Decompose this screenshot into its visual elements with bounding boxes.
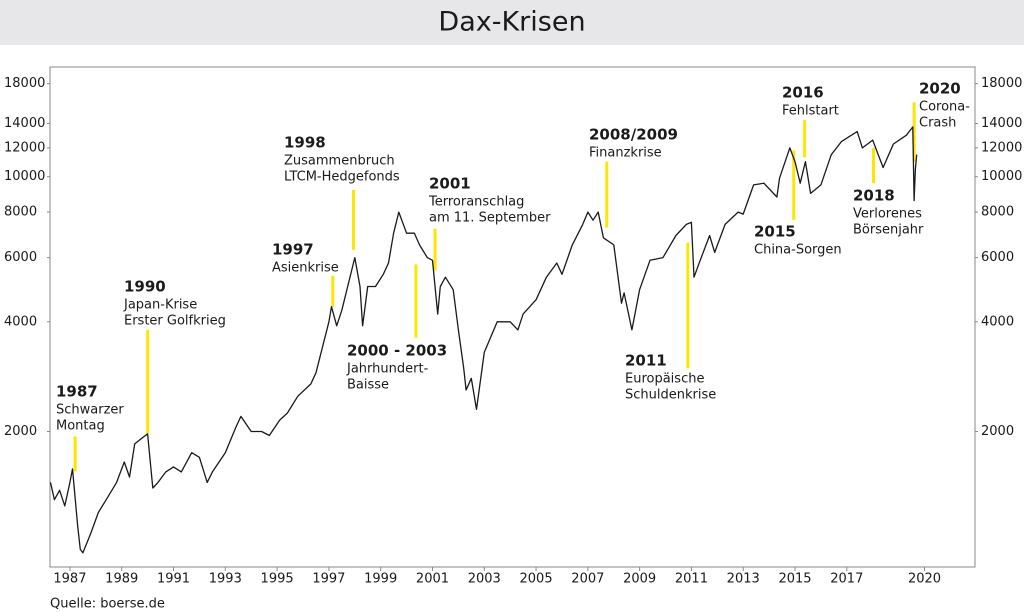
y2-tick-label: 14000: [981, 116, 1022, 131]
annotation-text: Erster Golfkrieg: [124, 314, 226, 329]
annotation-text: Verlorenes: [853, 207, 922, 222]
y2-tick-label: 6000: [981, 250, 1014, 265]
annotation-title: 1987: [56, 383, 98, 401]
annotation-text: Schuldenkrise: [625, 388, 716, 403]
y2-tick-label: 2000: [981, 424, 1014, 439]
annotation-title: 2020: [919, 80, 961, 98]
x-tick-label: 1995: [261, 572, 294, 587]
dax-line: [49, 126, 918, 554]
x-tick-label: 2005: [520, 572, 553, 587]
annotation-text: Asienkrise: [272, 261, 339, 276]
annotation-text: Baisse: [347, 378, 389, 393]
y2-tick-label: 8000: [981, 205, 1014, 220]
annotation-text: Japan-Krise: [123, 298, 197, 313]
annotation-text: Crash: [919, 116, 956, 131]
annotation-text: Börsenjahr: [853, 223, 924, 238]
y-tick-label: 2000: [4, 424, 37, 439]
annotation-title: 1997: [272, 241, 314, 259]
x-tick-label: 1997: [312, 572, 345, 587]
annotation-title: 2001: [429, 175, 471, 193]
annotation-text: Schwarzer: [56, 403, 124, 418]
y-tick-label: 10000: [4, 169, 45, 184]
annotation-title: 2011: [625, 352, 667, 370]
y2-tick-label: 18000: [981, 76, 1022, 91]
x-tick-label: 1991: [157, 572, 190, 587]
annotation-text: Corona-: [919, 100, 970, 115]
y-tick-label: 8000: [4, 205, 37, 220]
annotation-text: Europäische: [625, 372, 704, 387]
source: Quelle: boerse.de: [50, 597, 165, 612]
annotation-text: LTCM-Hedgefonds: [284, 170, 400, 185]
annotation-text: am 11. September: [429, 211, 551, 226]
annotation-title: 2015: [754, 223, 796, 241]
annotation-text: Jahrhundert-: [346, 362, 429, 377]
annotation-title: 1998: [284, 134, 326, 152]
annotation-title: 2016: [782, 84, 824, 102]
x-tick-label: 2003: [468, 572, 501, 587]
x-tick-label: 1999: [364, 572, 397, 587]
annotation-text: Fehlstart: [782, 104, 839, 119]
x-tick-label: 1993: [209, 572, 242, 587]
plot-frame: [49, 66, 976, 568]
x-tick-label: 2015: [778, 572, 811, 587]
y-tick-label: 18000: [4, 76, 45, 91]
x-tick-label: 2007: [571, 572, 604, 587]
x-tick-label: 2001: [416, 572, 449, 587]
annotation-text: Terroranschlag: [428, 195, 524, 210]
x-tick-label: 2011: [675, 572, 708, 587]
chart-title: Dax-Krisen: [438, 7, 585, 38]
x-tick-label: 2013: [727, 572, 760, 587]
x-tick-label: 1987: [53, 572, 86, 587]
annotation-text: Finanzkrise: [589, 146, 662, 161]
y-tick-label: 12000: [4, 140, 45, 155]
y2-tick-label: 12000: [981, 140, 1022, 155]
y2-tick-label: 10000: [981, 169, 1022, 184]
annotation-text: Montag: [56, 419, 105, 434]
y-tick-label: 4000: [4, 314, 37, 329]
annotation-text: Zusammenbruch: [284, 154, 395, 169]
x-tick-label: 2009: [623, 572, 656, 587]
x-tick-label: 1989: [105, 572, 138, 587]
annotation-title: 2000 - 2003: [347, 342, 447, 360]
x-tick-label: 2020: [908, 572, 941, 587]
title-band: [0, 0, 1024, 45]
annotation-title: 1990: [124, 278, 166, 296]
annotation-text: China-Sorgen: [754, 243, 842, 258]
annotation-title: 2008/2009: [589, 126, 678, 144]
y2-tick-label: 4000: [981, 314, 1014, 329]
y-tick-label: 14000: [4, 116, 45, 131]
x-tick-label: 2017: [830, 572, 863, 587]
y-tick-label: 6000: [4, 250, 37, 265]
annotation-title: 2018: [853, 187, 895, 205]
